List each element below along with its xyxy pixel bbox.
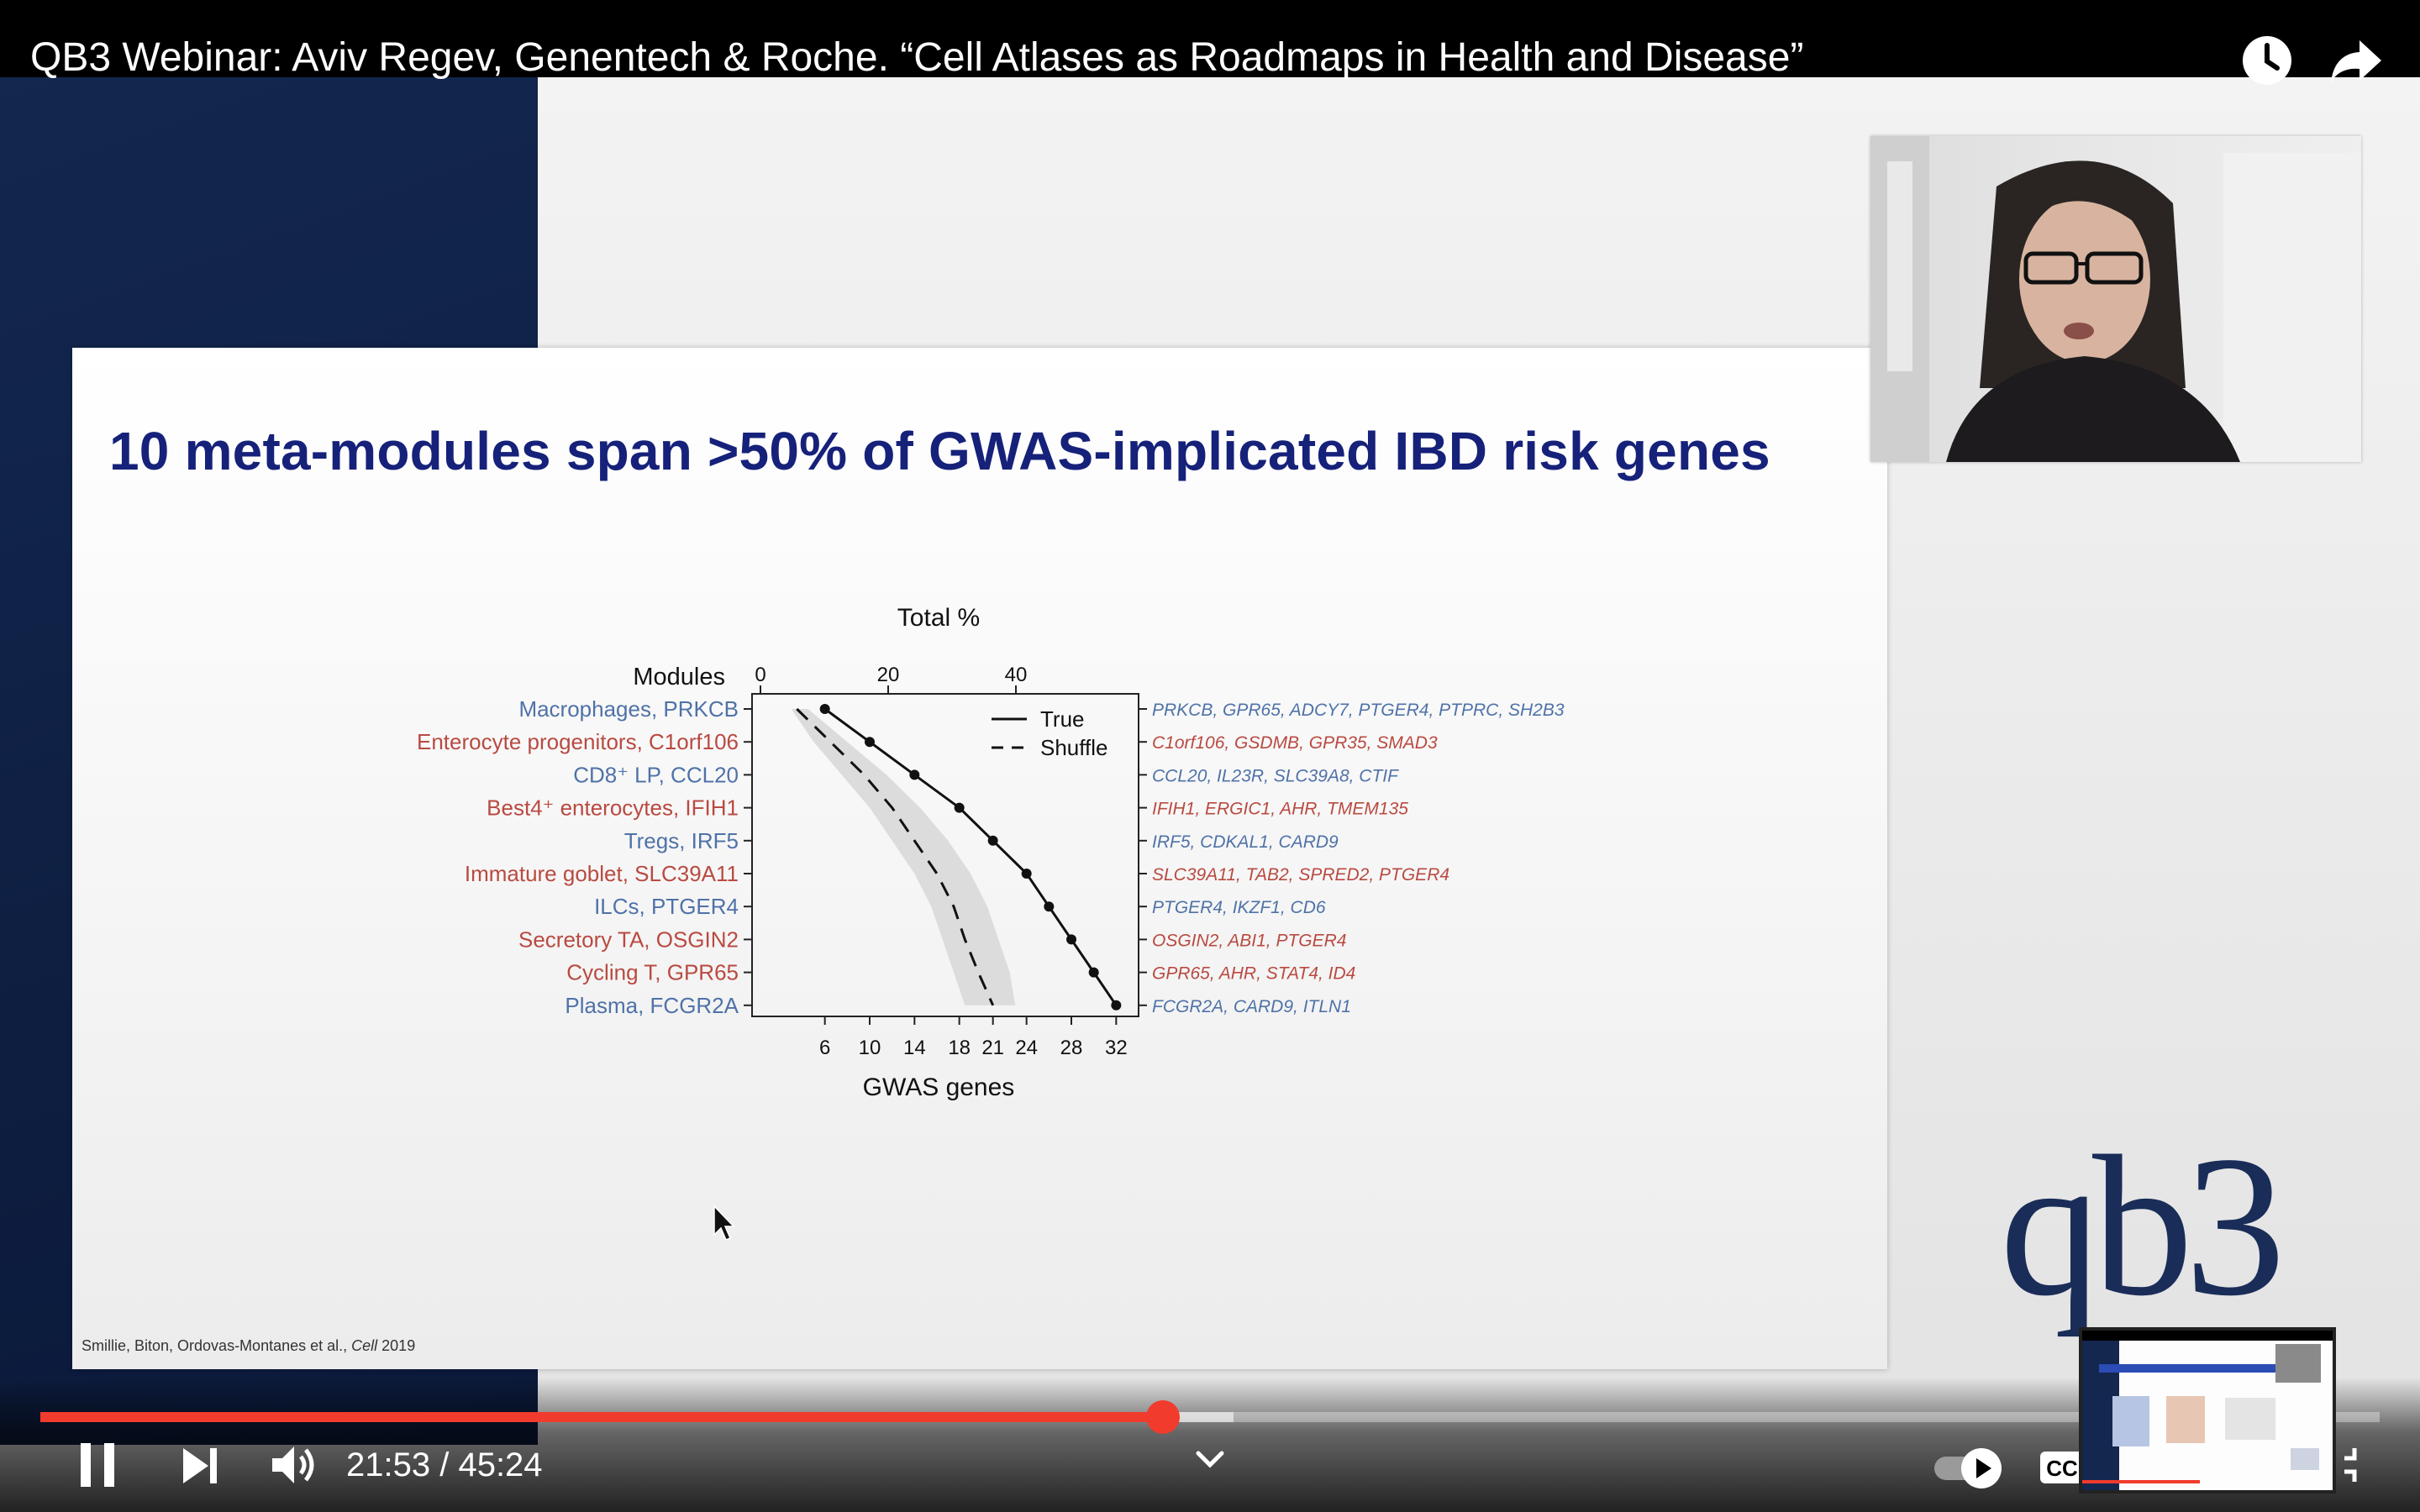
module-genes-label: FCGR2A, CARD9, ITLN1 xyxy=(1152,997,1351,1016)
time-display: 21:53 / 45:24 xyxy=(346,1446,543,1484)
module-genes-label: PTGER4, IKZF1, CD6 xyxy=(1152,898,1326,917)
svg-text:CC: CC xyxy=(2046,1456,2078,1481)
module-genes-label: C1orf106, GSDMB, GPR35, SMAD3 xyxy=(1152,733,1438,753)
exit-fullscreen-button[interactable] xyxy=(2341,1443,2375,1491)
x-axis-tick-label: 21 xyxy=(981,1037,1004,1059)
speaker-video-feed xyxy=(1870,136,2361,462)
preview-slide-image xyxy=(2082,1331,2333,1490)
svg-text:qb3: qb3 xyxy=(2000,1114,2278,1337)
series-point-true xyxy=(1111,1000,1122,1011)
module-genes-label: OSGIN2, ABI1, PTGER4 xyxy=(1152,931,1346,950)
video-title[interactable]: QB3 Webinar: Aviv Regev, Genentech & Roc… xyxy=(30,35,1804,80)
module-label: ILCs, PTGER4 xyxy=(594,894,739,919)
series-point-true xyxy=(1021,869,1032,879)
captions-button[interactable]: CC xyxy=(2039,1448,2086,1491)
x-axis-tick-label: 18 xyxy=(948,1037,971,1059)
series-point-true xyxy=(1066,934,1076,945)
autoplay-toggle-icon xyxy=(1934,1448,2002,1488)
presentation-slide: 10 meta-modules span >50% of GWAS-implic… xyxy=(72,348,1887,1369)
module-label: Best4⁺ enterocytes, IFIH1 xyxy=(487,795,739,821)
speaker-webcam xyxy=(1870,136,2361,462)
clock-icon xyxy=(2243,36,2291,85)
module-genes-label: PRKCB, GPR65, ADCY7, PTGER4, PTPRC, SH2B… xyxy=(1152,701,1565,720)
x-axis-tick-label: 10 xyxy=(859,1037,881,1059)
next-up-preview-thumbnail[interactable] xyxy=(2079,1327,2336,1494)
skip-next-icon xyxy=(183,1448,217,1483)
watch-later-button[interactable] xyxy=(2240,34,2294,87)
module-genes-label: IRF5, CDKAL1, CARD9 xyxy=(1152,832,1339,852)
time-separator: / xyxy=(430,1446,459,1483)
citation-year: 2019 xyxy=(377,1337,416,1354)
progress-scrubber-handle[interactable] xyxy=(1146,1400,1181,1434)
top-axis-title: Total % xyxy=(897,604,980,632)
module-genes-label: SLC39A11, TAB2, SPRED2, PTGER4 xyxy=(1152,865,1449,885)
module-genes-label: IFIH1, ERGIC1, AHR, TMEM135 xyxy=(1152,800,1408,819)
share-arrow-icon xyxy=(2331,40,2381,82)
chapters-expand-button[interactable] xyxy=(1195,1446,1225,1476)
next-video-button[interactable] xyxy=(180,1445,222,1491)
series-point-true xyxy=(865,737,875,748)
exit-fullscreen-icon xyxy=(2344,1448,2357,1482)
module-label: CD8⁺ LP, CCL20 xyxy=(573,762,739,787)
pause-button[interactable] xyxy=(76,1438,123,1496)
pause-icon xyxy=(81,1443,114,1487)
citation-authors: Smillie, Biton, Ordovas-Montanes et al., xyxy=(82,1337,352,1354)
top-axis-tick-label: 0 xyxy=(755,664,765,686)
volume-button[interactable] xyxy=(269,1441,319,1493)
duration: 45:24 xyxy=(458,1446,543,1483)
module-label: Cycling T, GPR65 xyxy=(566,960,739,985)
shuffle-confidence-band xyxy=(791,709,1016,1005)
video-title-bar: QB3 Webinar: Aviv Regev, Genentech & Roc… xyxy=(0,0,2420,80)
series-point-true xyxy=(909,769,920,780)
series-line-shuffle xyxy=(796,707,995,1006)
legend-label-true: True xyxy=(1040,706,1085,732)
current-time: 21:53 xyxy=(346,1446,431,1483)
y-axis-title: Modules xyxy=(633,664,725,690)
legend-label-shuffle: Shuffle xyxy=(1040,735,1107,760)
top-axis-tick-label: 20 xyxy=(877,664,900,686)
module-label: Macrophages, PRKCB xyxy=(518,696,739,722)
x-axis-tick-label: 14 xyxy=(903,1037,926,1059)
share-button[interactable] xyxy=(2329,34,2383,87)
series-point-true xyxy=(1088,967,1099,978)
qb3-logo: qb3 xyxy=(2000,1114,2286,1337)
slide-citation: Smillie, Biton, Ordovas-Montanes et al.,… xyxy=(82,1337,415,1355)
player-controls xyxy=(0,1378,2420,1512)
plot-frame xyxy=(751,693,1139,1017)
module-genes-label: CCL20, IL23R, SLC39A8, CTIF xyxy=(1152,766,1399,785)
module-label: Plasma, FCGR2A xyxy=(565,993,739,1018)
x-axis-tick-label: 24 xyxy=(1015,1037,1038,1059)
x-axis-tick-label: 6 xyxy=(819,1037,830,1059)
progress-played xyxy=(40,1412,1164,1422)
series-point-true xyxy=(954,802,965,813)
module-label: Tregs, IRF5 xyxy=(624,828,739,853)
module-label: Secretory TA, OSGIN2 xyxy=(518,927,739,952)
volume-icon xyxy=(272,1446,314,1483)
progress-bar[interactable] xyxy=(40,1412,2380,1422)
module-genes-label: GPR65, AHR, STAT4, ID4 xyxy=(1152,964,1355,984)
cc-icon: CC xyxy=(2040,1452,2084,1483)
chevron-down-icon xyxy=(1196,1451,1224,1468)
module-label: Enterocyte progenitors, C1orf106 xyxy=(417,729,739,754)
citation-journal: Cell xyxy=(351,1337,378,1354)
x-axis-tick-label: 28 xyxy=(1060,1037,1083,1059)
top-axis-tick-label: 40 xyxy=(1005,664,1028,686)
series-line-true xyxy=(823,707,1118,1006)
mouse-cursor-icon xyxy=(713,1205,735,1241)
module-label: Immature goblet, SLC39A11 xyxy=(465,861,739,886)
series-point-true xyxy=(819,704,830,714)
x-axis-tick-label: 32 xyxy=(1105,1037,1128,1059)
slide-title: 10 meta-modules span >50% of GWAS-implic… xyxy=(109,421,1770,481)
x-axis-title: GWAS genes xyxy=(863,1074,1015,1101)
autoplay-toggle[interactable] xyxy=(1933,1446,2013,1494)
series-point-true xyxy=(987,835,998,846)
series-point-true xyxy=(1044,901,1055,912)
